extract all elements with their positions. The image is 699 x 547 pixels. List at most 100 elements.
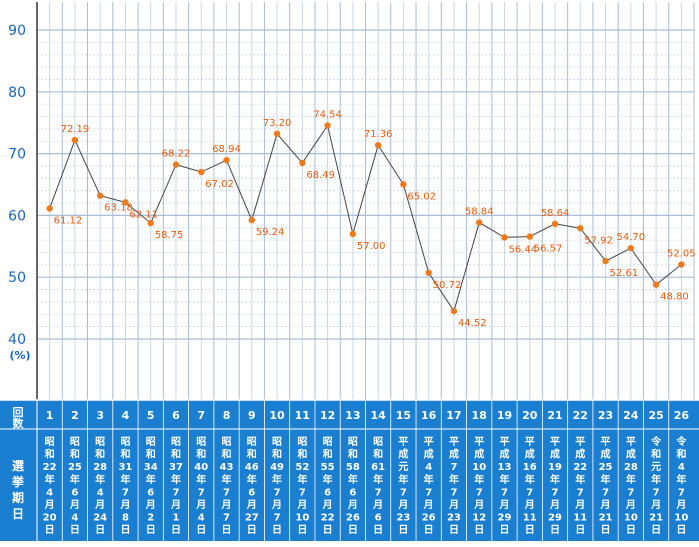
election-date-part: 年	[323, 473, 333, 486]
election-date-part: 成	[499, 448, 509, 461]
election-date-part: 年	[676, 473, 686, 486]
election-date-part: 令	[675, 435, 687, 448]
election-date-part: 日	[373, 524, 383, 536]
y-tick-label: 60	[8, 208, 26, 224]
header-count-label: 数	[13, 416, 25, 430]
election-date-part: 日	[651, 524, 661, 536]
election-date-part: 7	[223, 487, 230, 498]
election-date-part: 平	[474, 436, 484, 448]
data-label: 52.61	[610, 268, 639, 279]
election-date-part: 月	[600, 499, 611, 511]
election-date-part: 日	[146, 524, 156, 536]
election-date-part: 10	[674, 513, 688, 524]
election-date-part: 年	[247, 473, 257, 486]
election-date-part: 月	[574, 499, 585, 511]
election-date-part: 昭	[222, 436, 232, 448]
data-point	[122, 199, 129, 206]
election-date-part: 昭	[323, 436, 333, 448]
election-date-part: 2	[147, 513, 154, 524]
data-point	[551, 220, 559, 228]
election-date-part: 元	[398, 461, 408, 473]
election-date-part: 4	[46, 487, 53, 498]
data-point	[501, 234, 508, 241]
election-date-part: 月	[69, 499, 80, 511]
election-date-part: 日	[247, 524, 257, 536]
election-date-part: 年	[171, 473, 181, 486]
election-date-part: 月	[119, 499, 130, 511]
election-date-part: 月	[296, 499, 307, 511]
election-date-part: 11	[573, 513, 587, 524]
election-date-part: 58	[346, 462, 360, 473]
election-date-part: 7	[122, 487, 129, 498]
data-point	[526, 233, 533, 240]
election-date-part: 日	[398, 524, 408, 536]
election-number: 14	[370, 409, 386, 422]
election-date-part: 4	[425, 462, 432, 473]
election-date-part: 年	[601, 473, 611, 486]
y-tick-label: 40	[8, 332, 26, 348]
data-point	[273, 130, 281, 138]
election-date-part: 日	[499, 524, 509, 536]
data-point	[299, 159, 306, 167]
data-point	[172, 161, 180, 168]
election-date-part: 日	[676, 524, 686, 536]
data-label: 48.80	[660, 292, 689, 303]
election-date-part: 12	[472, 513, 486, 524]
election-date-part: 7	[627, 487, 634, 498]
data-label: 72.19	[61, 124, 90, 135]
election-date-part: 8	[122, 513, 129, 524]
election-date-part: 7	[274, 513, 281, 524]
election-number: 13	[345, 409, 360, 422]
election-date-part: 年	[626, 473, 636, 486]
election-date-part: 和	[347, 448, 358, 461]
data-label: 58.64	[541, 208, 570, 219]
data-point	[627, 244, 635, 252]
election-date-part: 年	[525, 473, 535, 486]
election-date-part: 月	[372, 499, 383, 511]
election-date-part: 日	[601, 524, 611, 536]
election-date-part: 37	[169, 462, 183, 473]
election-date-part: 昭	[272, 436, 282, 448]
data-point	[400, 181, 407, 188]
data-point	[96, 192, 104, 199]
election-date-part: 6	[324, 487, 331, 498]
election-number: 9	[248, 409, 256, 422]
election-date-part: 昭	[297, 436, 307, 448]
data-point	[602, 257, 609, 265]
election-date-part: 和	[246, 448, 257, 461]
election-date-part: 昭	[348, 436, 358, 448]
election-date-part: 月	[650, 499, 661, 511]
election-date-part: 7	[602, 487, 609, 498]
election-date-part: 和	[170, 448, 181, 461]
election-date-part: 4	[71, 513, 78, 524]
election-date-part: 和	[372, 448, 383, 461]
election-date-part: 年	[297, 473, 307, 486]
data-point	[324, 122, 331, 129]
data-point	[652, 281, 660, 288]
election-date-part: 月	[498, 499, 509, 511]
election-date-part: 22	[573, 462, 587, 473]
election-date-part: 日	[120, 524, 130, 536]
data-label: 73.20	[263, 118, 292, 129]
election-number: 21	[547, 409, 562, 422]
data-label: 67.02	[205, 179, 234, 190]
election-date-part: 21	[599, 513, 613, 524]
election-date-part: 6	[349, 487, 356, 498]
election-date-part: 月	[145, 499, 156, 511]
table-background	[0, 400, 699, 541]
election-date-part: 昭	[146, 436, 156, 448]
election-date-part: 昭	[120, 436, 130, 448]
election-date-part: 49	[270, 462, 284, 473]
election-date-part: 月	[246, 499, 257, 511]
election-date-part: 46	[245, 462, 259, 473]
election-date-part: 和	[119, 448, 130, 461]
election-date-part: 昭	[95, 436, 105, 448]
election-date-part: 日	[424, 524, 434, 536]
election-date-part: 34	[144, 462, 158, 473]
election-number: 20	[522, 409, 538, 422]
election-date-part: 和	[195, 448, 206, 461]
election-date-part: 年	[70, 473, 80, 486]
election-date-part: 平	[398, 436, 408, 448]
